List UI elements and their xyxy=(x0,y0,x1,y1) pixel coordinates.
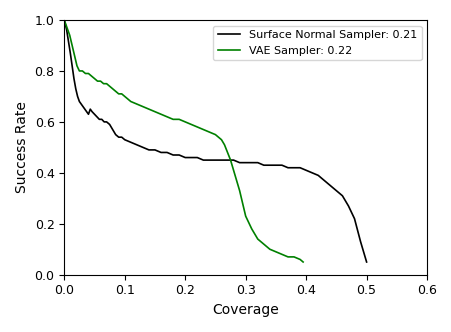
Surface Normal Sampler: 0.21: (0.062, 0.61): 0.21: (0.062, 0.61) xyxy=(99,117,104,121)
Surface Normal Sampler: 0.21: (0.043, 0.65): 0.21: (0.043, 0.65) xyxy=(87,107,93,111)
Surface Normal Sampler: 0.21: (0, 1): 0.21: (0, 1) xyxy=(61,18,67,22)
Surface Normal Sampler: 0.21: (0.4, 0.41): 0.21: (0.4, 0.41) xyxy=(303,168,308,172)
VAE Sampler: 0.22: (0, 1): 0.22: (0, 1) xyxy=(61,18,67,22)
VAE Sampler: 0.22: (0.31, 0.18): 0.22: (0.31, 0.18) xyxy=(249,227,254,231)
VAE Sampler: 0.22: (0.055, 0.76): 0.22: (0.055, 0.76) xyxy=(95,79,100,83)
Surface Normal Sampler: 0.21: (0.19, 0.47): 0.21: (0.19, 0.47) xyxy=(176,153,181,157)
Surface Normal Sampler: 0.21: (0.5, 0.05): 0.21: (0.5, 0.05) xyxy=(363,260,368,264)
X-axis label: Coverage: Coverage xyxy=(212,303,278,317)
VAE Sampler: 0.22: (0.38, 0.07): 0.22: (0.38, 0.07) xyxy=(291,255,296,259)
Line: VAE Sampler: 0.22: VAE Sampler: 0.22 xyxy=(64,20,303,262)
VAE Sampler: 0.22: (0.05, 0.77): 0.22: (0.05, 0.77) xyxy=(92,77,97,81)
Y-axis label: Success Rate: Success Rate xyxy=(15,101,29,193)
Legend: Surface Normal Sampler: 0.21, VAE Sampler: 0.22: Surface Normal Sampler: 0.21, VAE Sample… xyxy=(213,26,421,60)
VAE Sampler: 0.22: (0.395, 0.05): 0.22: (0.395, 0.05) xyxy=(300,260,305,264)
VAE Sampler: 0.22: (0.275, 0.45): 0.22: (0.275, 0.45) xyxy=(227,158,233,162)
Line: Surface Normal Sampler: 0.21: Surface Normal Sampler: 0.21 xyxy=(64,20,366,262)
VAE Sampler: 0.22: (0.25, 0.55): 0.22: (0.25, 0.55) xyxy=(212,132,218,136)
Surface Normal Sampler: 0.21: (0.05, 0.63): 0.21: (0.05, 0.63) xyxy=(92,112,97,116)
Surface Normal Sampler: 0.21: (0.39, 0.42): 0.21: (0.39, 0.42) xyxy=(297,166,302,170)
